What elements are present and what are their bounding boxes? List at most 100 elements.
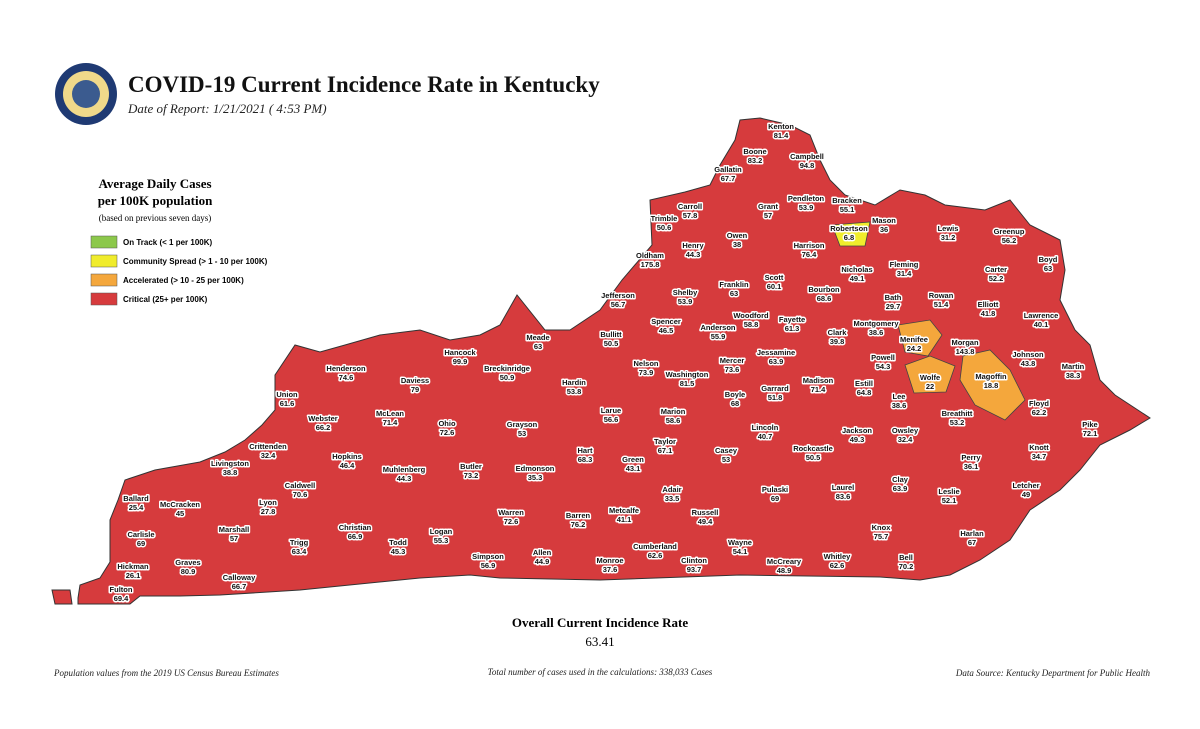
legend-swatch bbox=[90, 235, 118, 249]
county-name: Johnson bbox=[1012, 350, 1044, 359]
county-name: Shelby bbox=[673, 288, 698, 297]
legend-swatch bbox=[90, 292, 118, 306]
county-name: Webster bbox=[308, 414, 338, 423]
county-name: Kenton bbox=[768, 122, 794, 131]
county-value: 36.1 bbox=[964, 462, 979, 471]
county-name: Monroe bbox=[596, 556, 623, 565]
county-name: Jessamine bbox=[757, 348, 795, 357]
county-name: Carlisle bbox=[127, 530, 154, 539]
county-value: 54.3 bbox=[876, 362, 891, 371]
county-name: Laurel bbox=[832, 483, 855, 492]
county-value: 66.9 bbox=[348, 532, 363, 541]
legend: On Track (< 1 per 100K) Community Spread … bbox=[90, 235, 268, 306]
county-value: 56.6 bbox=[604, 415, 619, 424]
county-name: Jackson bbox=[842, 426, 872, 435]
county-value: 40.1 bbox=[1034, 320, 1049, 329]
county-value: 31.2 bbox=[941, 233, 956, 242]
county-value: 57 bbox=[764, 211, 772, 220]
county-name: Jefferson bbox=[601, 291, 635, 300]
county-name: Owen bbox=[727, 231, 748, 240]
county-value: 55.9 bbox=[711, 332, 726, 341]
county-value: 66.7 bbox=[232, 582, 247, 591]
county-name: Elliott bbox=[978, 300, 999, 309]
county-name: Metcalfe bbox=[609, 506, 639, 515]
county-value: 32.4 bbox=[898, 435, 913, 444]
county-name: Owsley bbox=[892, 426, 919, 435]
county-value: 58.6 bbox=[666, 416, 681, 425]
county-value: 27.8 bbox=[261, 507, 276, 516]
county-value: 33.5 bbox=[665, 494, 680, 503]
county-name: Campbell bbox=[790, 152, 824, 161]
county-value: 29.7 bbox=[886, 302, 901, 311]
county-value: 70.2 bbox=[899, 562, 914, 571]
county-value: 38.6 bbox=[892, 401, 907, 410]
county-value: 67.1 bbox=[658, 446, 673, 455]
county-name: Clay bbox=[892, 475, 909, 484]
county-name: Carter bbox=[985, 265, 1007, 274]
county-name: Clinton bbox=[681, 556, 707, 565]
county-name: Calloway bbox=[223, 573, 256, 582]
legend-swatch bbox=[90, 273, 118, 287]
county-value: 69 bbox=[771, 494, 779, 503]
county-value: 57.8 bbox=[683, 211, 698, 220]
county-value: 57 bbox=[230, 534, 238, 543]
county-name: Fulton bbox=[110, 585, 133, 594]
county-value: 68.6 bbox=[817, 294, 832, 303]
county-name: Franklin bbox=[719, 280, 749, 289]
county-value: 43.1 bbox=[626, 464, 641, 473]
date: Date of Report: 1/21/2021 ( 4:53 PM) bbox=[127, 101, 327, 116]
county-value: 76.4 bbox=[802, 250, 817, 259]
county-value: 41.1 bbox=[617, 515, 632, 524]
county-value: 56.2 bbox=[1002, 236, 1017, 245]
county-name: Anderson bbox=[700, 323, 735, 332]
county-name: Marshall bbox=[219, 525, 249, 534]
county-name: Bourbon bbox=[808, 285, 840, 294]
county-value: 52.1 bbox=[942, 496, 957, 505]
county-name: Larue bbox=[601, 406, 621, 415]
county-name: McCreary bbox=[767, 557, 802, 566]
county-name: Powell bbox=[871, 353, 895, 362]
county-value: 45.3 bbox=[391, 547, 406, 556]
county-name: Hardin bbox=[562, 378, 586, 387]
county-value: 72.6 bbox=[440, 428, 455, 437]
county-value: 40.7 bbox=[758, 432, 773, 441]
county-name: Fayette bbox=[779, 315, 805, 324]
county-name: Knox bbox=[872, 523, 892, 532]
county-name: Pendleton bbox=[788, 194, 825, 203]
legend-swatch bbox=[90, 254, 118, 268]
county-name: Rowan bbox=[929, 291, 954, 300]
county-menifee bbox=[897, 319, 943, 357]
county-value: 81.4 bbox=[774, 131, 789, 140]
county-name: Russell bbox=[692, 508, 719, 517]
county-value: 35.3 bbox=[528, 473, 543, 482]
county-name: Marion bbox=[661, 407, 686, 416]
county-name: Nelson bbox=[633, 359, 658, 368]
county-value: 53 bbox=[518, 429, 526, 438]
county-value: 94.8 bbox=[800, 161, 815, 170]
county-name: Hancock bbox=[444, 348, 476, 357]
county-value: 61.6 bbox=[280, 399, 295, 408]
county-value: 80.9 bbox=[181, 567, 196, 576]
county-name: Morgan bbox=[951, 338, 979, 347]
county-value: 63.4 bbox=[292, 547, 307, 556]
county-name: Breckinridge bbox=[484, 364, 530, 373]
county-value: 83.6 bbox=[836, 492, 851, 501]
county-name: McLean bbox=[376, 409, 404, 418]
county-name: Hopkins bbox=[332, 452, 362, 461]
county-value: 73.9 bbox=[639, 368, 654, 377]
county-name: Garrard bbox=[761, 384, 789, 393]
county-value: 38.8 bbox=[223, 468, 238, 477]
county-name: Christian bbox=[339, 523, 372, 532]
county-name: Estill bbox=[855, 379, 873, 388]
county-name: Boone bbox=[743, 147, 766, 156]
county-value: 38 bbox=[733, 240, 741, 249]
county-value: 62.6 bbox=[830, 561, 845, 570]
title: COVID-19 Current Incidence Rate in Kentu… bbox=[128, 72, 600, 97]
county-name: Fleming bbox=[890, 260, 919, 269]
county-value: 53.2 bbox=[950, 418, 965, 427]
county-value: 56.7 bbox=[611, 300, 626, 309]
county-value: 37.6 bbox=[603, 565, 618, 574]
county-value: 49.1 bbox=[850, 274, 865, 283]
